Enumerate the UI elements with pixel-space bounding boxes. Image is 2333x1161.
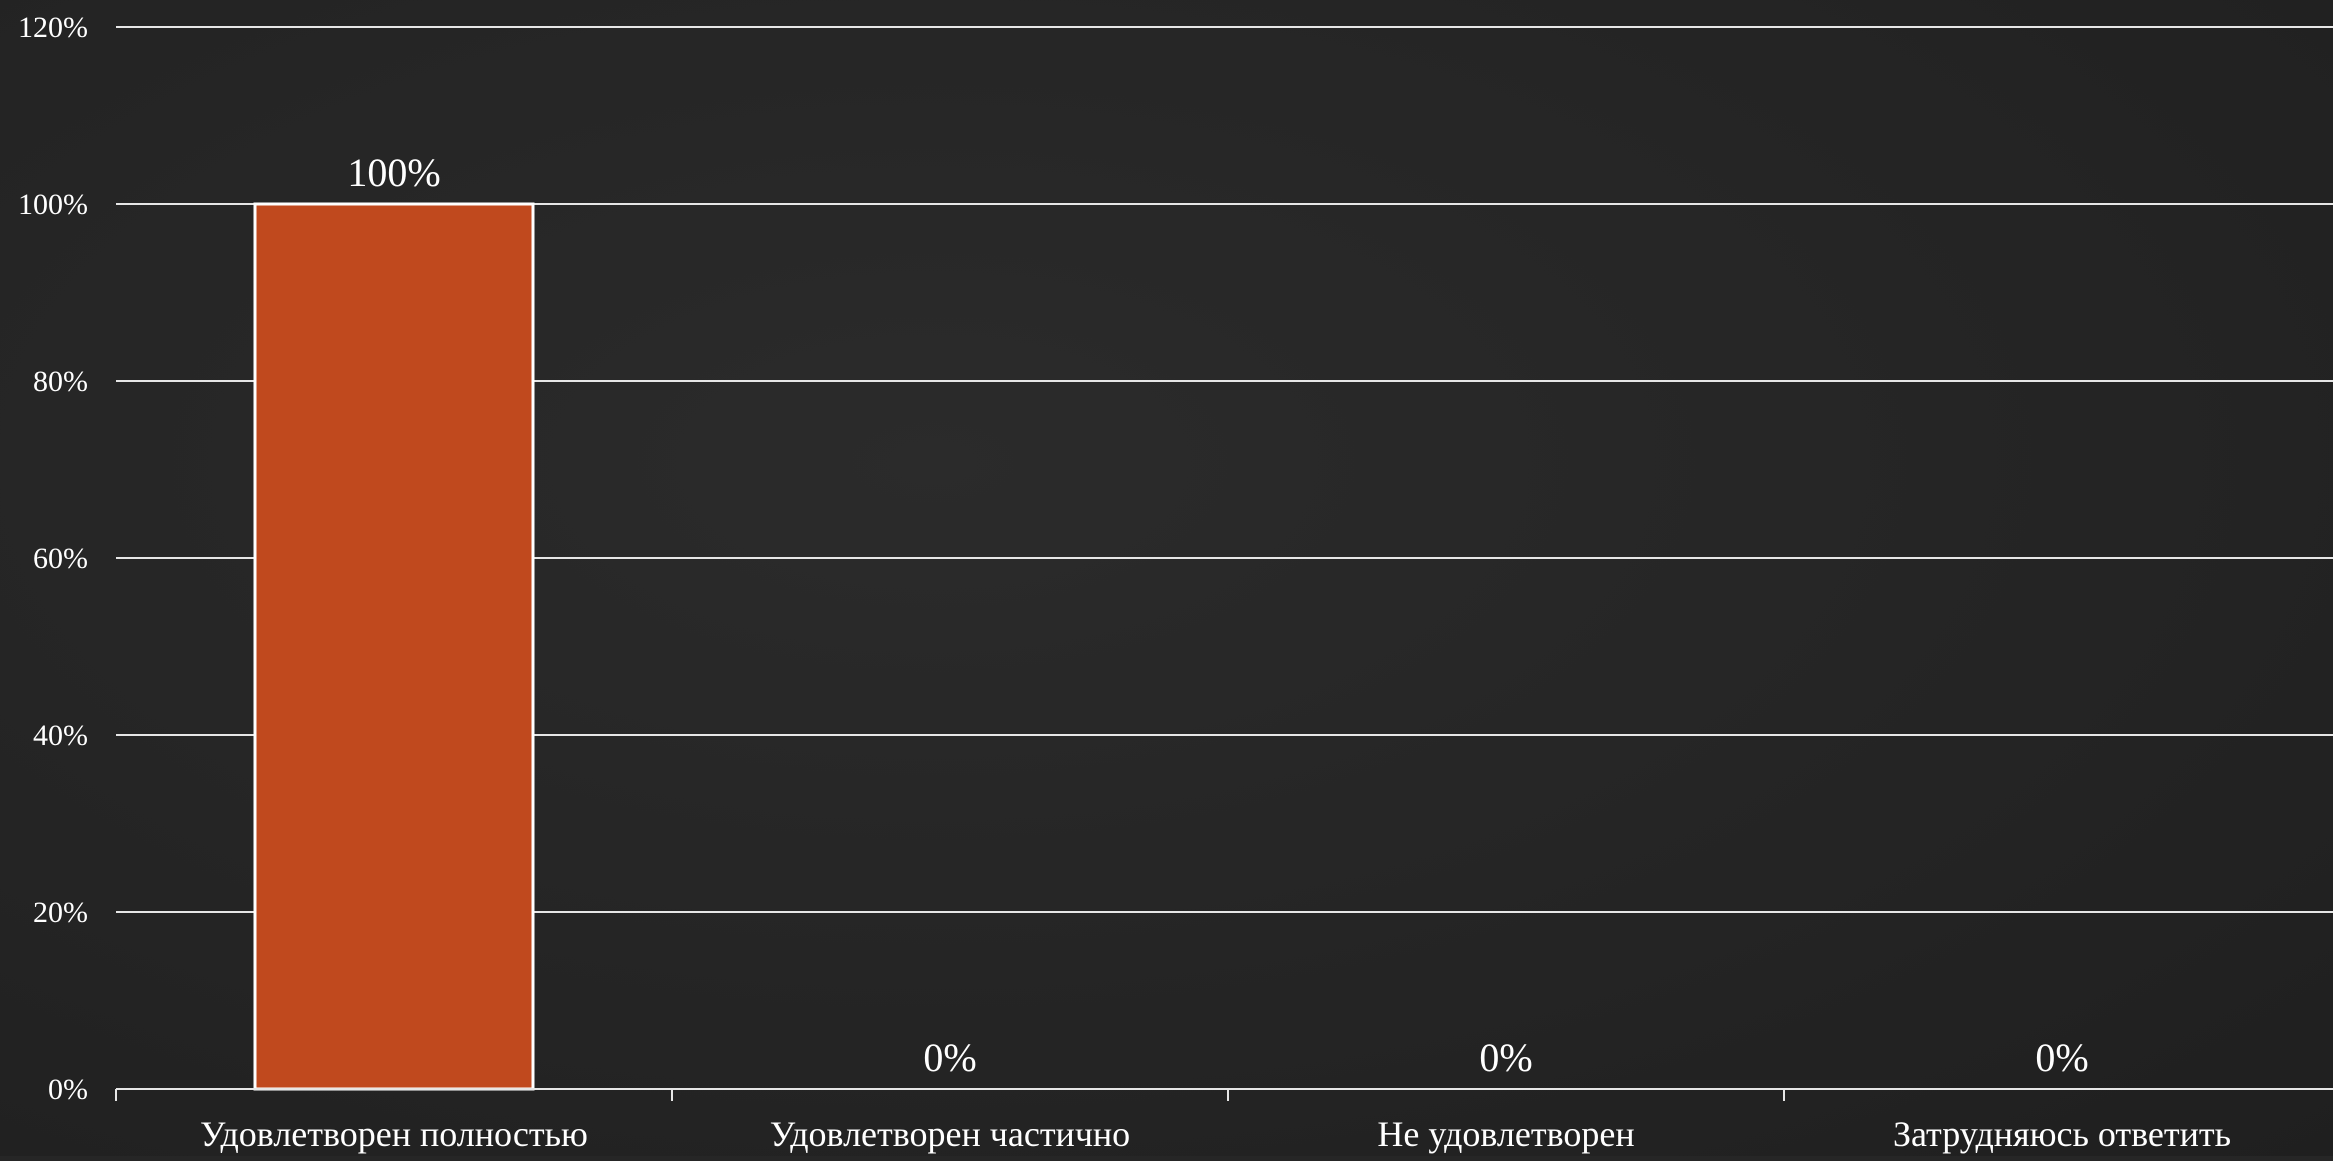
y-tick-label: 20% <box>33 896 88 929</box>
bar <box>253 202 535 1091</box>
data-label: 0% <box>923 1035 976 1080</box>
data-labels: 100% 0% 0% 0% <box>347 150 2088 1080</box>
data-label: 100% <box>347 150 440 195</box>
x-axis-tick-labels: Удовлетворен полностью Удовлетворен части… <box>200 1114 2231 1154</box>
data-label: 0% <box>1479 1035 1532 1080</box>
y-tick-label: 40% <box>33 719 88 752</box>
x-tick-label: Удовлетворен частично <box>770 1114 1130 1154</box>
y-tick-label: 60% <box>33 542 88 575</box>
y-tick-label: 0% <box>48 1073 88 1106</box>
bars <box>253 202 535 1091</box>
y-tick-label: 100% <box>18 188 88 221</box>
data-label: 0% <box>2035 1035 2088 1080</box>
x-tick-label: Не удовлетворен <box>1377 1114 1634 1154</box>
x-tick-label: Удовлетворен полностью <box>200 1114 588 1154</box>
y-axis-ticks: 0% 20% 40% 60% 80% 100% 120% <box>18 11 88 1106</box>
x-axis <box>115 1088 2333 1101</box>
x-tick-label: Затрудняюсь ответить <box>1893 1114 2231 1154</box>
y-tick-label: 120% <box>18 11 88 44</box>
y-tick-label: 80% <box>33 365 88 398</box>
